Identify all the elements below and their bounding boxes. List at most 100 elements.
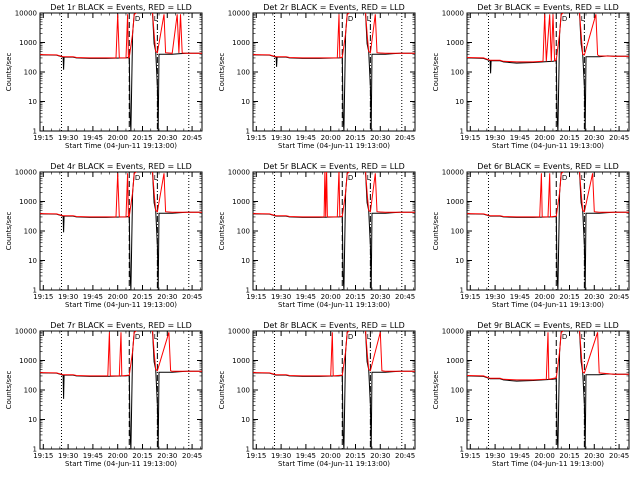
top-glyph-d: D [562, 174, 567, 182]
x-axis-label: Start Time (04-Jun-11 19:13:00) [492, 460, 604, 468]
top-glyph-l: L [367, 174, 371, 182]
x-tick-label: 19:15 [460, 452, 480, 460]
x-axis-label: Start Time (04-Jun-11 19:13:00) [492, 142, 604, 150]
x-tick-label: 19:45 [510, 134, 530, 142]
x-axis-label: Start Time (04-Jun-11 19:13:00) [492, 301, 604, 309]
x-tick-label: 19:30 [271, 293, 291, 301]
y-tick-label: 100 [451, 228, 464, 236]
top-glyph-l: L [154, 15, 158, 23]
y-tick-label: 1000 [19, 198, 37, 206]
x-tick-label: 20:00 [108, 134, 128, 142]
y-axis-label: Counts/sec [432, 212, 440, 251]
top-glyph-l: L [154, 333, 158, 341]
x-tick-label: 20:45 [182, 134, 202, 142]
chart-title: Det 1r BLACK = Events, RED = LLD [50, 3, 192, 12]
x-tick-label: 20:30 [370, 293, 390, 301]
x-axis-label: Start Time (04-Jun-11 19:13:00) [65, 142, 177, 150]
series-line-lld-red [40, 172, 202, 218]
x-axis-label: Start Time (04-Jun-11 19:13:00) [278, 142, 390, 150]
y-tick-label: 10000 [442, 169, 464, 177]
chart-panel-9: Det 9r BLACK = Events, RED = LLD 1 10 100 10… [432, 321, 630, 468]
top-glyph-d: D [135, 333, 140, 341]
x-tick-label: 20:45 [395, 452, 415, 460]
y-axis-label: Counts/sec [432, 371, 440, 410]
x-tick-label: 19:15 [33, 452, 53, 460]
x-axis-label: Start Time (04-Jun-11 19:13:00) [65, 301, 177, 309]
y-tick-label: 1 [33, 446, 37, 454]
y-axis-label: Counts/sec [5, 371, 13, 410]
y-axis-label: Counts/sec [5, 53, 13, 92]
top-glyph-d: D [135, 174, 140, 182]
y-tick-label: 10 [241, 416, 250, 424]
y-tick-label: 10 [455, 98, 464, 106]
x-tick-label: 20:45 [609, 134, 629, 142]
y-tick-label: 100 [24, 69, 37, 77]
y-tick-label: 1000 [446, 357, 464, 365]
top-glyph-l: L [367, 333, 371, 341]
x-tick-label: 19:15 [460, 134, 480, 142]
series-line-events-black [253, 172, 415, 290]
series-line-lld-red [467, 172, 629, 218]
series-line-lld-red [40, 13, 202, 59]
y-tick-label: 10000 [15, 10, 37, 18]
x-tick-label: 20:15 [345, 293, 365, 301]
x-tick-label: 20:30 [157, 452, 177, 460]
y-tick-label: 1 [460, 287, 464, 295]
x-axis-label: Start Time (04-Jun-11 19:13:00) [278, 301, 390, 309]
plot-frame [252, 330, 416, 450]
x-tick-label: 19:15 [246, 134, 266, 142]
top-glyph-d: D [562, 333, 567, 341]
x-tick-label: 20:00 [321, 134, 341, 142]
y-tick-label: 100 [24, 228, 37, 236]
top-glyph-d: D [348, 15, 353, 23]
series-line-events-black [467, 172, 629, 290]
chart-panel-6: Det 6r BLACK = Events, RED = LLD 1 10 100 10… [432, 162, 630, 309]
x-tick-label: 20:00 [535, 452, 555, 460]
series-line-lld-red [253, 331, 415, 377]
x-tick-label: 20:30 [584, 134, 604, 142]
x-tick-label: 20:15 [559, 293, 579, 301]
series-line-lld-red [467, 13, 629, 63]
x-tick-label: 19:30 [58, 134, 78, 142]
y-tick-label: 100 [237, 228, 250, 236]
top-glyph-d: D [348, 174, 353, 182]
series-line-lld-red [467, 331, 629, 381]
x-tick-label: 20:45 [395, 293, 415, 301]
series-line-lld-red [253, 13, 415, 59]
y-axis-label: Counts/sec [218, 53, 226, 92]
series-line-lld-red [40, 331, 202, 377]
plot-frame [466, 12, 630, 132]
x-tick-label: 19:30 [485, 134, 505, 142]
y-tick-label: 1 [246, 287, 250, 295]
top-glyph-l: L [367, 15, 371, 23]
x-tick-label: 19:45 [510, 293, 530, 301]
chart-title: Det 3r BLACK = Events, RED = LLD [477, 3, 619, 12]
x-tick-label: 20:15 [132, 134, 152, 142]
x-tick-label: 20:00 [321, 293, 341, 301]
plot-frame [252, 12, 416, 132]
x-tick-label: 20:45 [182, 293, 202, 301]
chart-title: Det 9r BLACK = Events, RED = LLD [477, 321, 619, 330]
y-tick-label: 10 [241, 257, 250, 265]
series-line-lld-red [253, 172, 415, 218]
chart-panel-1: Det 1r BLACK = Events, RED = LLD 1 10 100 10… [5, 3, 203, 150]
top-glyph-l: L [581, 174, 585, 182]
y-tick-label: 1 [460, 128, 464, 136]
plot-frame [39, 171, 203, 291]
y-tick-label: 1000 [19, 357, 37, 365]
y-tick-label: 1 [460, 446, 464, 454]
x-tick-label: 19:30 [58, 452, 78, 460]
x-tick-label: 19:15 [33, 134, 53, 142]
x-axis-label: Start Time (04-Jun-11 19:13:00) [65, 460, 177, 468]
x-tick-label: 19:30 [58, 293, 78, 301]
y-tick-label: 10000 [228, 328, 250, 336]
plot-frame [466, 171, 630, 291]
x-tick-label: 20:30 [584, 452, 604, 460]
y-axis-label: Counts/sec [5, 212, 13, 251]
x-tick-label: 20:00 [108, 293, 128, 301]
x-tick-label: 20:45 [609, 293, 629, 301]
x-tick-label: 19:15 [460, 293, 480, 301]
x-tick-label: 19:30 [271, 452, 291, 460]
y-axis-label: Counts/sec [218, 212, 226, 251]
